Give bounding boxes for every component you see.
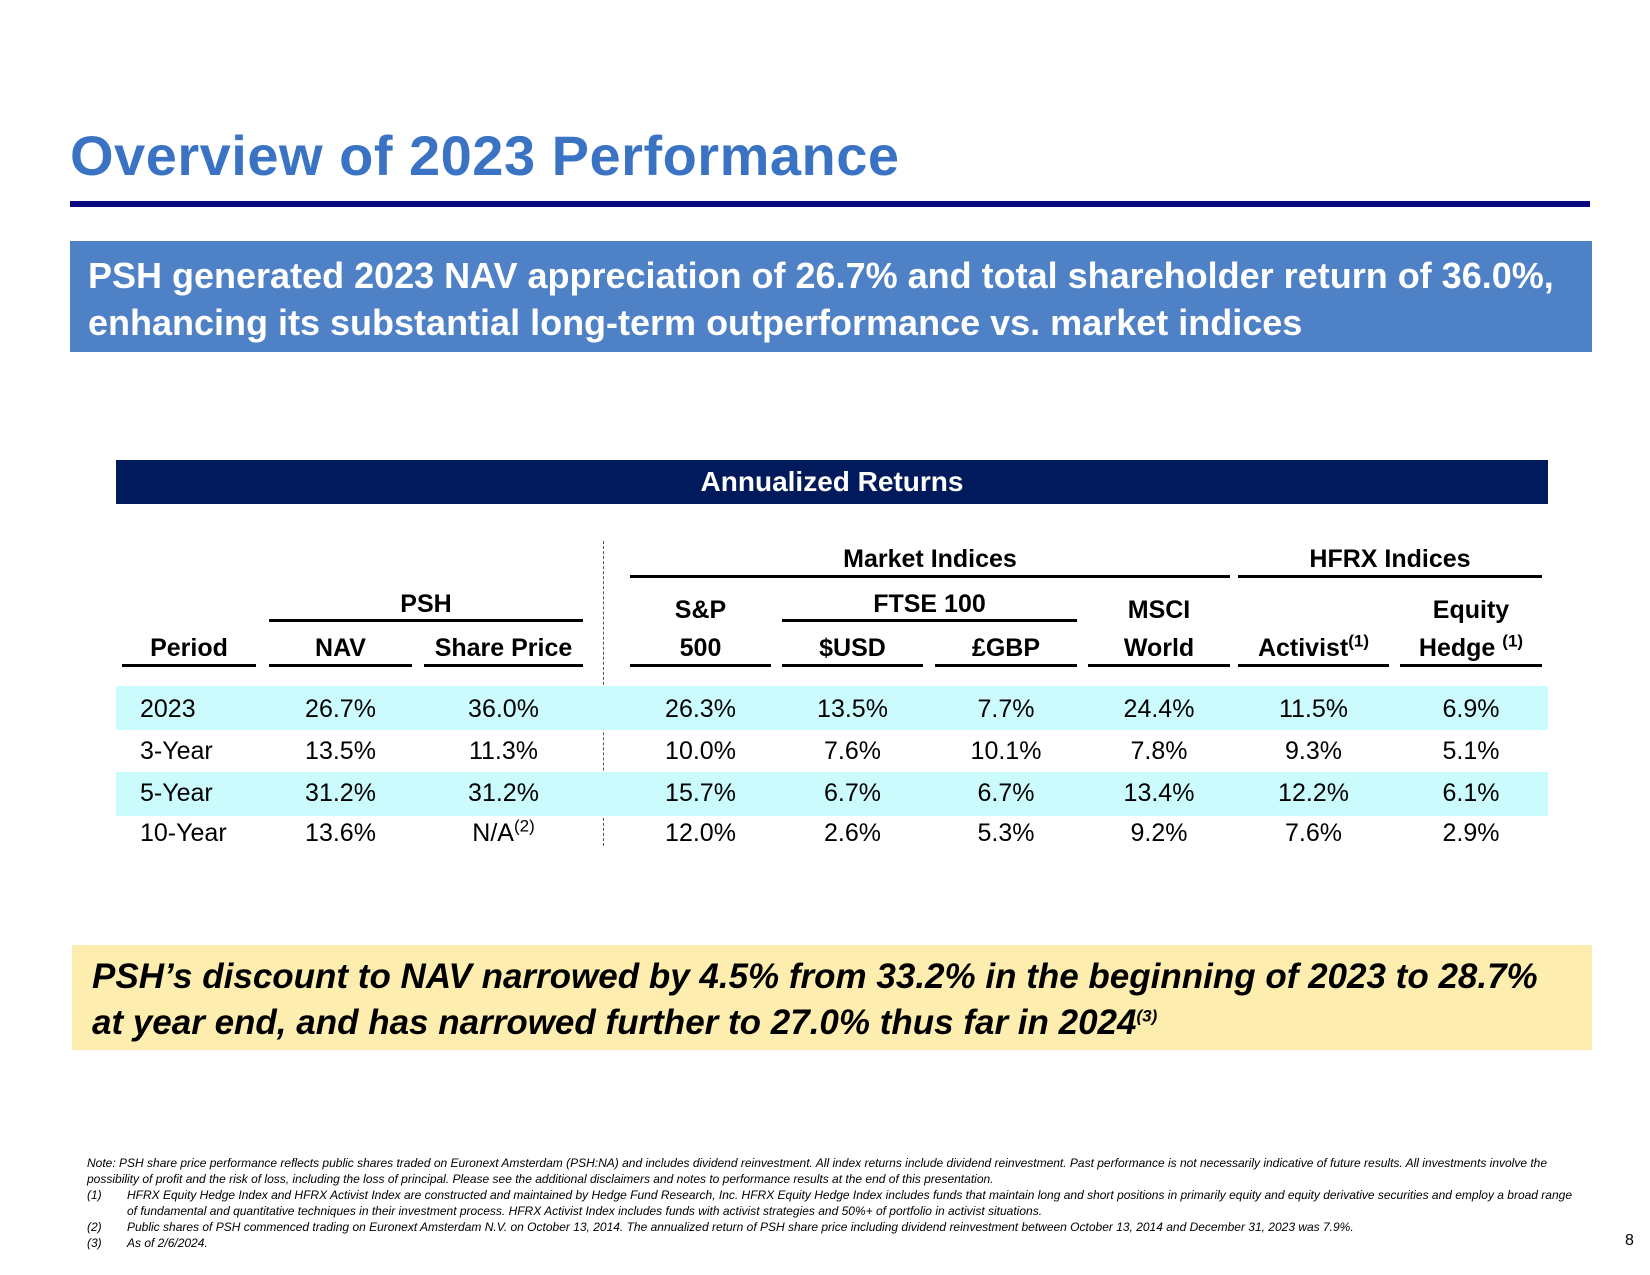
- cell-equity-hedge: 6.9%: [1442, 695, 1500, 723]
- col-share-price-rule: [424, 664, 583, 667]
- footnote-3: (3) As of 2/6/2024.: [87, 1235, 1577, 1251]
- market-indices-rule: [630, 575, 1230, 578]
- activist-footnote-ref: (1): [1348, 631, 1370, 651]
- hfrx-indices-header: HFRX Indices: [1309, 545, 1471, 573]
- footnote-1-text: HFRX Equity Hedge Index and HFRX Activis…: [127, 1188, 1572, 1218]
- cell-ftse-usd: 7.6%: [824, 737, 881, 765]
- note-main: Note: PSH share price performance reflec…: [87, 1156, 1548, 1186]
- col-nav-rule: [269, 664, 412, 667]
- cell-msci: 7.8%: [1130, 737, 1188, 765]
- row-band-2023: [116, 686, 1548, 730]
- col-period-header: Period: [150, 634, 228, 662]
- cell-activist: 11.5%: [1278, 695, 1349, 723]
- cell-activist: 12.2%: [1278, 779, 1349, 807]
- col-msci-header-bottom: World: [1123, 634, 1195, 662]
- cell-sp500: 26.3%: [665, 695, 736, 723]
- footnote-2: (2) Public shares of PSH commenced tradi…: [87, 1219, 1577, 1235]
- hfrx-indices-rule: [1238, 575, 1542, 578]
- callout-footnote-ref: (3): [1136, 1006, 1158, 1026]
- col-msci-rule: [1088, 664, 1230, 667]
- cell-sp500: 10.0%: [665, 737, 736, 765]
- footnotes: Note: PSH share price performance reflec…: [87, 1155, 1577, 1251]
- cell-sp500: 15.7%: [665, 779, 736, 807]
- col-sp-header-bottom: 500: [679, 634, 722, 662]
- footnote-1: (1) HFRX Equity Hedge Index and HFRX Act…: [87, 1187, 1577, 1219]
- cell-share-price: N/A(2): [424, 816, 583, 848]
- cell-share-price: 31.2%: [468, 779, 539, 807]
- page-number: 8: [1625, 1232, 1634, 1249]
- col-activist-rule: [1238, 664, 1389, 667]
- cell-period: 3-Year: [140, 737, 213, 765]
- psh-group-rule: [269, 619, 583, 622]
- cell-sp500: 12.0%: [665, 819, 736, 847]
- cell-msci: 13.4%: [1123, 779, 1195, 807]
- footnote-2-text: Public shares of PSH commenced trading o…: [127, 1220, 1354, 1234]
- cell-msci: 24.4%: [1123, 695, 1195, 723]
- share-price-na: N/A: [472, 819, 514, 847]
- cell-activist: 7.6%: [1285, 819, 1342, 847]
- col-nav-header: NAV: [315, 634, 366, 662]
- market-indices-header: Market Indices: [843, 545, 1017, 573]
- cell-equity-hedge: 6.1%: [1442, 779, 1500, 807]
- col-msci-header-top: MSCI: [1127, 596, 1191, 624]
- cell-nav: 13.6%: [305, 819, 376, 847]
- equity-footnote-ref: (1): [1502, 631, 1524, 651]
- col-period-rule: [122, 664, 256, 667]
- footnote-1-num: (1): [87, 1188, 102, 1202]
- psh-group-header: PSH: [400, 590, 452, 618]
- cell-activist: 9.3%: [1285, 737, 1342, 765]
- col-activist-header: Activist(1): [1238, 631, 1389, 663]
- cell-ftse-usd: 2.6%: [824, 819, 881, 847]
- cell-period: 2023: [140, 695, 196, 723]
- cell-ftse-gbp: 10.1%: [970, 737, 1042, 765]
- col-gbp-rule: [935, 664, 1077, 667]
- equity-hedge-label: Hedge: [1418, 634, 1496, 662]
- col-equity-rule: [1400, 664, 1542, 667]
- cell-share-price: 36.0%: [468, 695, 539, 723]
- cell-equity-hedge: 2.9%: [1442, 819, 1500, 847]
- cell-ftse-usd: 13.5%: [817, 695, 888, 723]
- discount-callout: PSH’s discount to NAV narrowed by 4.5% f…: [72, 945, 1592, 1050]
- footnote-3-num: (3): [87, 1236, 102, 1250]
- cell-nav: 31.2%: [305, 779, 376, 807]
- callout-text: PSH’s discount to NAV narrowed by 4.5% f…: [92, 957, 1538, 1042]
- page-title: Overview of 2023 Performance: [70, 124, 900, 187]
- footnote-2-num: (2): [87, 1220, 102, 1234]
- col-usd-rule: [782, 664, 923, 667]
- footnote-3-text: As of 2/6/2024.: [127, 1236, 208, 1250]
- table-banner: Annualized Returns: [116, 460, 1548, 504]
- cell-share-price: 11.3%: [468, 737, 539, 765]
- cell-nav: 13.5%: [305, 737, 376, 765]
- cell-msci: 9.2%: [1130, 819, 1188, 847]
- col-usd-header: $USD: [819, 634, 886, 662]
- row-band-5year: [116, 772, 1548, 816]
- headline-banner: PSH generated 2023 NAV appreciation of 2…: [70, 241, 1592, 352]
- col-gbp-header: £GBP: [971, 634, 1041, 662]
- cell-ftse-gbp: 6.7%: [977, 779, 1035, 807]
- share-price-footnote-ref: (2): [513, 816, 535, 836]
- activist-label: Activist: [1257, 634, 1349, 662]
- title-divider: [70, 201, 1590, 207]
- cell-ftse-usd: 6.7%: [824, 779, 881, 807]
- cell-nav: 26.7%: [305, 695, 376, 723]
- col-sp-header-top: S&P: [674, 596, 727, 624]
- col-share-price-header: Share Price: [434, 634, 573, 662]
- ftse-group-header: FTSE 100: [873, 590, 986, 618]
- cell-ftse-gbp: 5.3%: [977, 819, 1035, 847]
- cell-equity-hedge: 5.1%: [1442, 737, 1500, 765]
- cell-period: 10-Year: [140, 819, 227, 847]
- col-sp-rule: [630, 664, 771, 667]
- col-equity-header-bottom: Hedge (1): [1400, 631, 1542, 663]
- ftse-group-rule: [782, 619, 1077, 622]
- col-equity-header-top: Equity: [1432, 596, 1510, 624]
- cell-ftse-gbp: 7.7%: [977, 695, 1035, 723]
- cell-period: 5-Year: [140, 779, 213, 807]
